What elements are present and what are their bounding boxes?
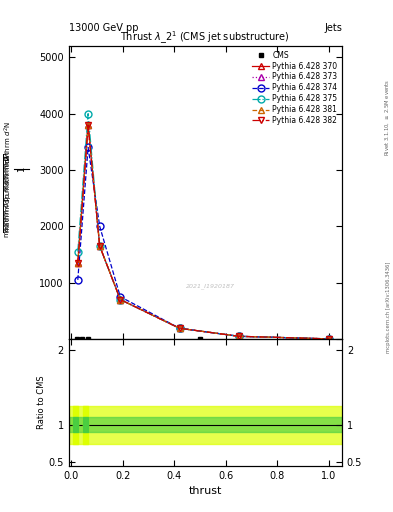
Text: mathrm $d^2$N: mathrm $d^2$N [2,121,13,166]
Text: Rivet 3.1.10, $\geq$ 2.5M events: Rivet 3.1.10, $\geq$ 2.5M events [384,79,391,156]
Pythia 6.428 375 [75,249,80,255]
Pythia 6.428 370 [97,243,102,249]
Pythia 6.428 370 [75,260,80,266]
Pythia 6.428 381 [237,333,241,339]
Pythia 6.428 374 [237,333,241,339]
Pythia 6.428 374 [97,223,102,229]
Text: 2021_I1920187: 2021_I1920187 [186,284,235,289]
Title: Thrust $\lambda\_2^1$ (CMS jet substructure): Thrust $\lambda\_2^1$ (CMS jet substruct… [120,30,290,46]
Pythia 6.428 382 [177,325,182,331]
Line: Pythia 6.428 374: Pythia 6.428 374 [74,144,332,343]
Legend: CMS, Pythia 6.428 370, Pythia 6.428 373, Pythia 6.428 374, Pythia 6.428 375, Pyt: CMS, Pythia 6.428 370, Pythia 6.428 373,… [252,50,338,126]
Pythia 6.428 381 [86,122,90,128]
Pythia 6.428 382 [75,260,80,266]
Pythia 6.428 381 [177,325,182,331]
Pythia 6.428 381 [75,260,80,266]
Pythia 6.428 374 [177,325,182,331]
X-axis label: thrust: thrust [189,486,222,496]
Y-axis label: Ratio to CMS: Ratio to CMS [37,376,46,429]
Pythia 6.428 373 [177,325,182,331]
Pythia 6.428 382 [97,243,102,249]
Pythia 6.428 374 [75,277,80,283]
Pythia 6.428 370 [327,336,331,342]
Line: Pythia 6.428 381: Pythia 6.428 381 [74,121,332,343]
Pythia 6.428 375 [118,296,123,303]
Line: Pythia 6.428 373: Pythia 6.428 373 [74,121,332,343]
Pythia 6.428 382 [86,122,90,128]
Y-axis label: mathrm $d^2$N
$\overline{\mathrm{mathrm\,d}\,p\,\mathrm{mathrm\,d}\lambda}$: mathrm $d^2$N $\overline{\mathrm{mathrm\… [0,153,14,232]
Line: CMS: CMS [74,336,203,342]
Pythia 6.428 382 [118,296,123,303]
CMS [198,336,202,342]
Pythia 6.428 373 [237,333,241,339]
Pythia 6.428 374 [86,144,90,151]
Pythia 6.428 370 [86,122,90,128]
Pythia 6.428 373 [118,296,123,303]
Text: mcplots.cern.ch [arXiv:1306.3436]: mcplots.cern.ch [arXiv:1306.3436] [386,262,391,353]
Pythia 6.428 375 [327,336,331,342]
Pythia 6.428 375 [86,111,90,117]
Pythia 6.428 382 [237,333,241,339]
Line: Pythia 6.428 370: Pythia 6.428 370 [74,121,332,343]
Pythia 6.428 381 [327,336,331,342]
Pythia 6.428 374 [327,336,331,342]
Pythia 6.428 370 [237,333,241,339]
Pythia 6.428 375 [97,243,102,249]
Pythia 6.428 373 [97,243,102,249]
Pythia 6.428 373 [86,122,90,128]
Text: Jets: Jets [324,23,342,33]
CMS [86,336,90,342]
Pythia 6.428 373 [327,336,331,342]
CMS [74,336,79,342]
Pythia 6.428 370 [177,325,182,331]
Text: 1: 1 [17,166,26,172]
Line: Pythia 6.428 382: Pythia 6.428 382 [74,121,332,343]
CMS [79,336,84,342]
Text: 13000 GeV pp: 13000 GeV pp [69,23,138,33]
Pythia 6.428 374 [118,294,123,300]
Pythia 6.428 375 [237,333,241,339]
Pythia 6.428 381 [118,296,123,303]
Pythia 6.428 381 [97,243,102,249]
Text: mathrm $d$ p$_\perp$mathrm $d\lambda$: mathrm $d$ p$_\perp$mathrm $d\lambda$ [3,151,13,238]
Line: Pythia 6.428 375: Pythia 6.428 375 [74,110,332,343]
Pythia 6.428 370 [118,296,123,303]
Pythia 6.428 373 [75,260,80,266]
Pythia 6.428 375 [177,325,182,331]
Pythia 6.428 382 [327,336,331,342]
